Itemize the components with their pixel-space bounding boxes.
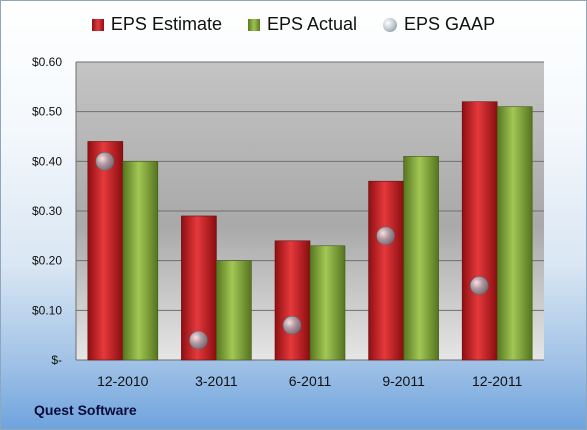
point-eps-gaap	[376, 226, 395, 246]
legend: EPS Estimate EPS Actual EPS GAAP	[0, 14, 587, 35]
y-tick-label: $0.50	[32, 105, 62, 119]
bar-eps-actual	[403, 156, 439, 361]
legend-label-gaap: EPS GAAP	[404, 14, 496, 34]
x-tick-label: 6-2011	[289, 373, 332, 389]
y-tick-label: $0.60	[32, 55, 62, 69]
y-axis-ticks: $- $0.10 $0.20 $0.30 $0.40 $0.50 $0.60	[32, 55, 62, 367]
y-tick-label: $0.40	[32, 154, 62, 168]
legend-label-estimate: EPS Estimate	[110, 14, 222, 34]
legend-item-actual: EPS Actual	[247, 14, 358, 35]
y-tick-label: $0.20	[32, 254, 62, 268]
bars	[87, 101, 533, 361]
point-eps-gaap	[95, 152, 115, 171]
bar-eps-actual	[122, 161, 159, 361]
estimate-swatch-icon	[91, 18, 104, 31]
y-tick-label: $0.30	[32, 204, 62, 218]
legend-item-estimate: EPS Estimate	[91, 14, 222, 35]
point-eps-gaap	[469, 276, 489, 295]
y-tick-label: $0.10	[32, 303, 62, 317]
y-tick-label: $-	[51, 353, 62, 367]
gaap-swatch-icon	[383, 17, 398, 32]
x-tick-label: 3-2011	[195, 373, 238, 389]
x-tick-label: 12-2010	[97, 373, 149, 389]
x-tick-label: 9-2011	[382, 373, 425, 389]
bar-eps-estimate	[368, 180, 404, 361]
legend-item-gaap: EPS GAAP	[383, 14, 495, 35]
bar-eps-actual	[309, 245, 346, 361]
x-axis-labels: 12-2010 3-2011 6-2011 9-2011 12-2011	[97, 373, 522, 389]
actual-swatch-icon	[247, 18, 260, 31]
point-eps-gaap	[282, 315, 302, 335]
bar-eps-estimate	[461, 101, 498, 361]
point-eps-gaap	[189, 330, 208, 350]
bar-eps-estimate	[87, 141, 124, 361]
source-label: Quest Software	[34, 402, 137, 418]
gaap-points	[95, 152, 489, 350]
bar-eps-estimate	[274, 240, 311, 361]
bar-eps-actual	[216, 260, 252, 361]
legend-label-actual: EPS Actual	[266, 14, 358, 34]
x-tick-label: 12-2011	[472, 373, 523, 389]
bar-eps-actual	[496, 106, 533, 361]
